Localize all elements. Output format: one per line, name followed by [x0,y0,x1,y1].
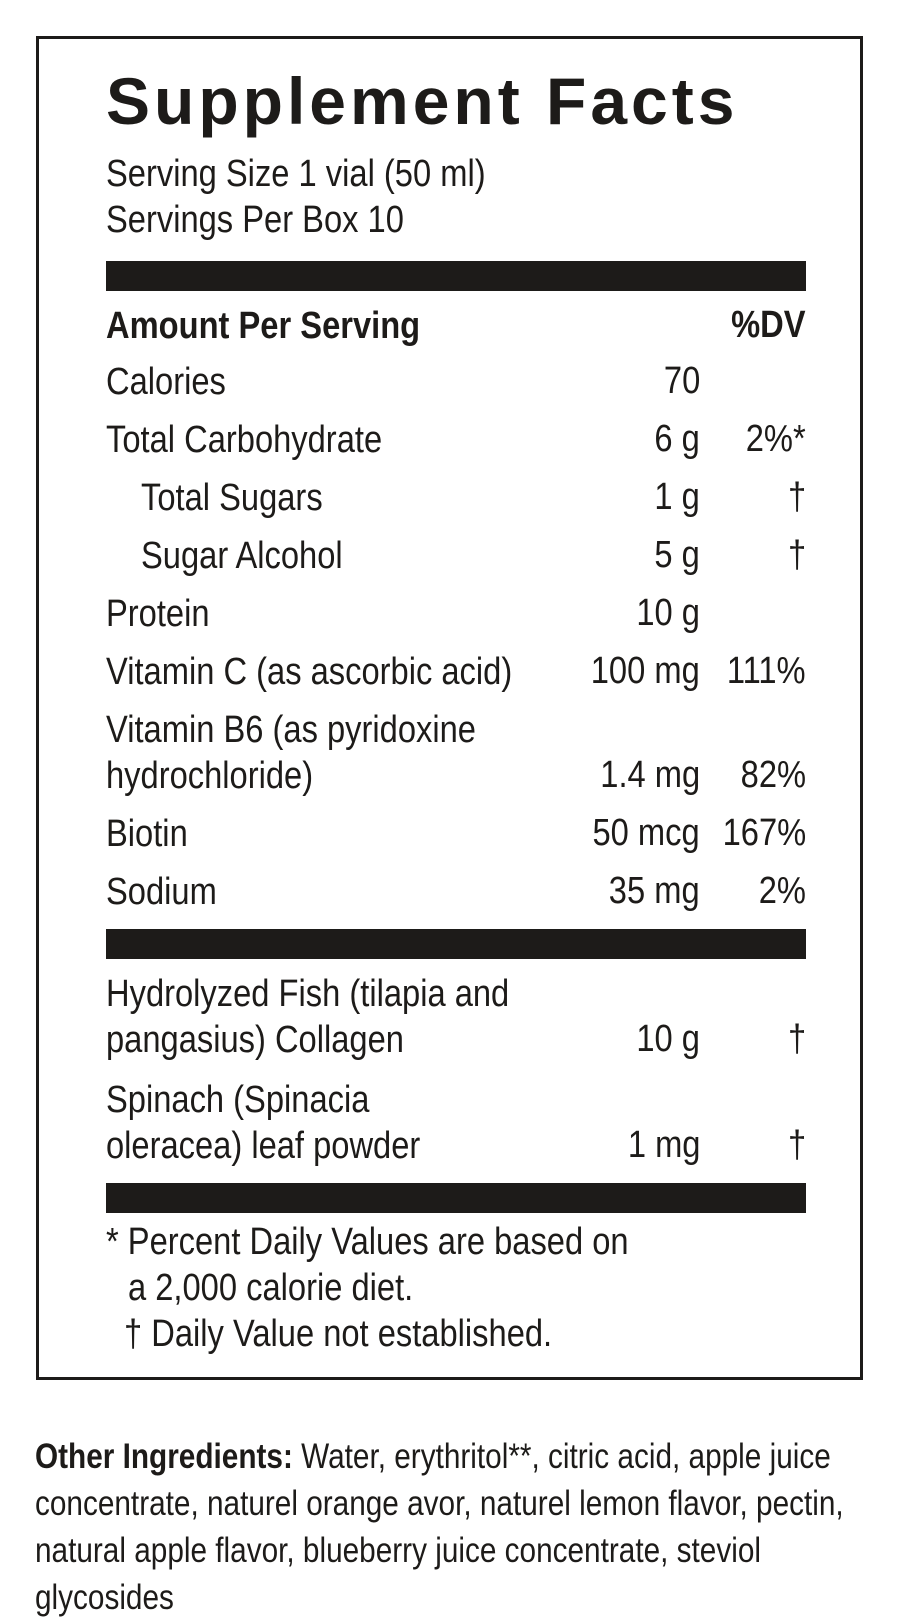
nutrient-amount: 5 g [654,534,700,576]
nutrient-name: Total Carbohydrate [106,419,383,461]
footnote-daily-values-line1: * Percent Daily Values are based on [106,1221,629,1263]
other-ingredients: Other Ingredients: Water, erythritol**, … [35,1433,898,1621]
servings-per-box: Servings Per Box 10 [106,197,806,243]
nutrient-amount: 1.4 mg [600,754,700,796]
table-row: Vitamin C (as ascorbic acid) 100 mg 111% [106,649,806,695]
serving-size-text: Serving Size 1 vial (50 ml) [106,153,486,195]
panel-title: Supplement Facts [106,64,739,138]
nutrient-amount: 10 g [636,1018,700,1060]
table-row: Spinach (Spinacia oleracea) leaf powder 1… [106,1077,806,1169]
nutrient-dv: 82% [740,754,806,796]
table-row: Calories 70 [106,359,806,405]
table-row: Vitamin B6 (as pyridoxine hydrochloride) … [106,707,806,799]
nutrient-dv: 111% [727,650,806,692]
footnote-daily-values-cont: a 2,000 calorie diet. [106,1265,806,1311]
table-row: Hydrolyzed Fish (tilapia and pangasius) C… [106,971,806,1063]
nutrient-name: Biotin [106,813,188,855]
nutrient-name: Sodium [106,871,217,913]
nutrient-name: Spinach (Spinacia oleracea) leaf powder [106,1077,420,1169]
nutrient-dv: 167% [722,812,806,854]
nutrient-name: Sugar Alcohol [141,535,343,577]
column-header-row: Amount Per Serving %DV [106,303,806,349]
nutrient-dv: † [787,1124,806,1166]
nutrient-dv: 2% [758,870,806,912]
nutrient-amount: 50 mcg [592,812,700,854]
table-row: Total Carbohydrate 6 g 2%* [106,417,806,463]
footnote-daily-values-line2: a 2,000 calorie diet. [128,1267,414,1309]
table-row: Protein 10 g [106,591,806,637]
footnote-not-established: † Daily Value not established. [106,1311,806,1357]
table-row: Sugar Alcohol 5 g † [106,533,806,579]
nutrient-amount: 100 mg [590,650,700,692]
nutrient-name-line1: Hydrolyzed Fish (tilapia and [106,973,510,1015]
nutrient-name: Calories [106,361,226,403]
dv-header: %DV [731,304,806,346]
nutrient-amount: 1 mg [627,1124,700,1166]
nutrient-name-line1: Vitamin B6 (as pyridoxine [106,709,476,751]
nutrient-name: Total Sugars [141,477,323,519]
nutrient-name: Hydrolyzed Fish (tilapia and pangasius) C… [106,971,509,1063]
table-row: Total Sugars 1 g † [106,475,806,521]
nutrient-name-line2: pangasius) Collagen [106,1019,404,1061]
nutrient-amount: 10 g [636,592,700,634]
supplement-facts-panel: Supplement Facts Serving Size 1 vial (50… [36,36,863,1380]
nutrient-amount: 1 g [654,476,700,518]
serving-size: Serving Size 1 vial (50 ml) [106,151,806,197]
footnote-not-established-text: † Daily Value not established. [124,1313,553,1355]
nutrient-name-line2: oleracea) leaf powder [106,1125,421,1167]
nutrient-name-line1: Spinach (Spinacia [106,1079,370,1121]
servings-per-box-text: Servings Per Box 10 [106,199,404,241]
divider-bar-top [106,261,806,291]
divider-bar-bottom [106,1183,806,1213]
footnote-daily-values: * Percent Daily Values are based on [106,1219,806,1265]
nutrient-name: Protein [106,593,210,635]
other-ingredients-text: Water, erythritol**, citric acid, apple … [35,1437,844,1617]
nutrient-name-line2: hydrochloride) [106,755,314,797]
table-row: Sodium 35 mg 2% [106,869,806,915]
divider-bar-middle [106,929,806,959]
nutrient-name: Vitamin B6 (as pyridoxine hydrochloride) [106,707,476,799]
nutrient-dv: † [787,476,806,518]
amount-per-serving-header: Amount Per Serving [106,305,421,347]
nutrient-dv: † [787,1018,806,1060]
nutrient-dv: † [787,534,806,576]
nutrient-amount: 35 mg [609,870,700,912]
nutrient-dv: 2%* [746,418,806,460]
nutrient-amount: 6 g [654,418,700,460]
table-row: Biotin 50 mcg 167% [106,811,806,857]
nutrient-name: Vitamin C (as ascorbic acid) [106,651,513,693]
other-ingredients-label: Other Ingredients: [35,1437,293,1476]
nutrient-amount: 70 [663,360,700,402]
